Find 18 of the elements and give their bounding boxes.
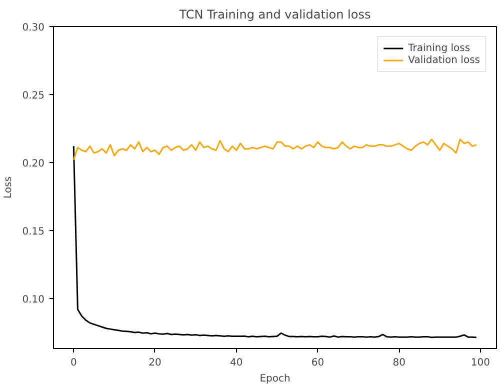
y-tick-label: 0.25: [22, 90, 44, 102]
x-tick-label: 80: [392, 358, 406, 368]
line-series: [72, 145, 478, 338]
x-tick-label: 100: [470, 358, 490, 368]
x-tick-label: 60: [311, 358, 324, 368]
y-tick-label: 0.15: [22, 226, 44, 238]
chart-title: TCN Training and validation loss: [178, 8, 371, 22]
legend-label: Validation loss: [408, 54, 480, 66]
x-tick-label: 20: [148, 358, 162, 368]
legend-label: Training loss: [408, 42, 470, 54]
x-axis-title: Epoch: [260, 374, 290, 384]
x-tick-label: 0: [70, 358, 77, 368]
line-series: [72, 138, 478, 161]
y-tick-label: 0.10: [22, 294, 44, 306]
y-axis-title: Loss: [3, 176, 14, 198]
x-tick-label: 40: [230, 358, 243, 368]
y-tick-label: 0.30: [22, 22, 44, 34]
y-tick-label: 0.20: [22, 158, 44, 170]
